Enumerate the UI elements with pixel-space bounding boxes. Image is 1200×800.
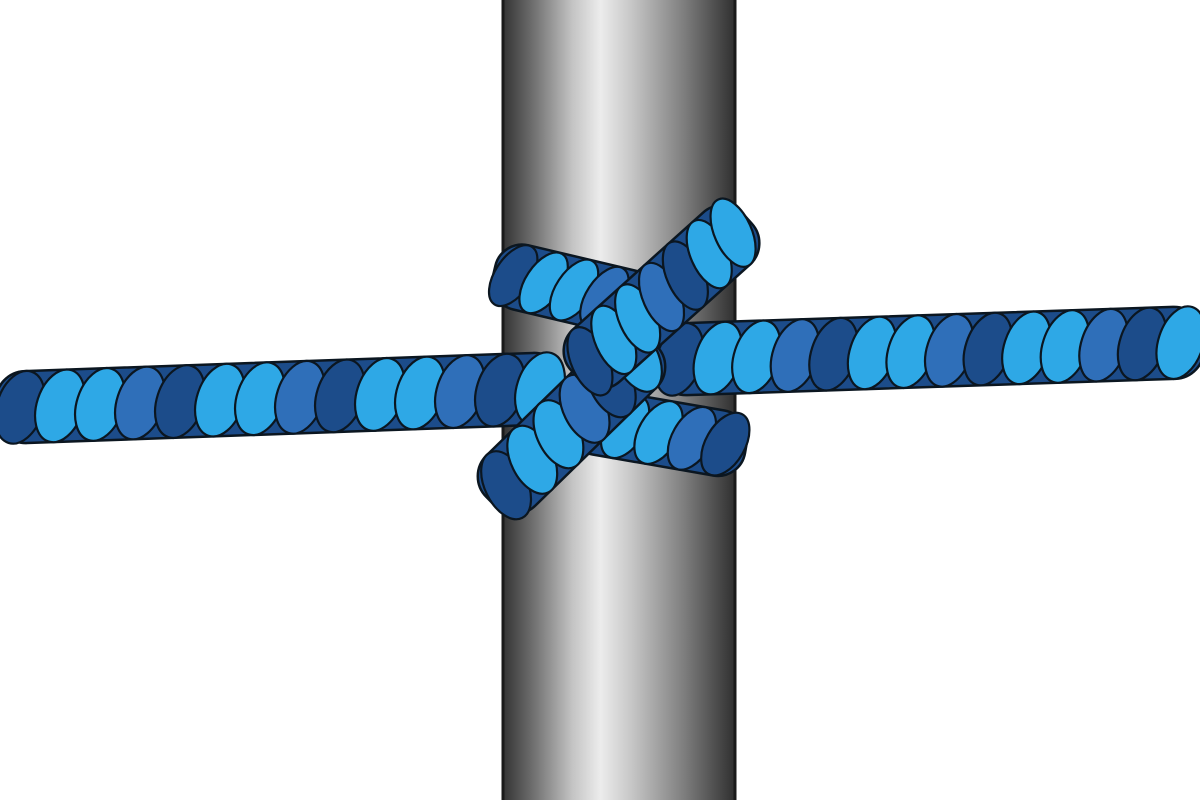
rope-strand	[709, 197, 757, 268]
rope-right-standing-part	[653, 305, 1200, 397]
rope-standing-parts	[0, 305, 1200, 445]
rope-strand	[700, 411, 751, 477]
rope-left-standing-part	[0, 351, 567, 445]
rope-upper-diagonal	[562, 197, 761, 397]
rope-strand	[1155, 305, 1200, 381]
rope-front-crossing	[476, 197, 761, 521]
